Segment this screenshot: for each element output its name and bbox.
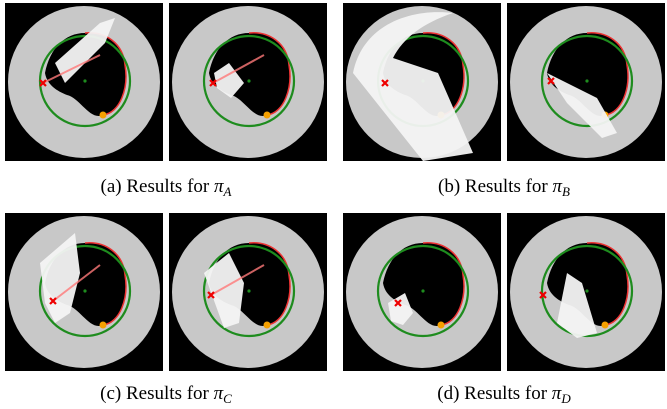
figure: (a) Results for πA(b) Results for πB(c) … [0,0,667,409]
caption-text: (c) Results for [100,383,213,404]
panel-base [169,3,327,161]
caption-subscript: D [560,391,571,406]
caption-subscript: B [562,184,570,199]
caption-symbol: π [553,176,563,197]
caption-text: (b) Results for [438,176,553,197]
caption-symbol: π [214,383,224,404]
caption-text: (d) Results for [437,383,552,404]
panel-base [5,213,163,371]
caption: (c) Results for πC [100,383,232,406]
image-panel [169,213,327,371]
caption: (a) Results for πA [101,176,232,199]
caption-symbol: π [552,383,562,404]
image-panel [343,3,501,161]
image-panel [169,3,327,161]
caption-subscript: A [223,184,232,199]
panel-base [169,213,327,371]
caption-symbol: π [214,176,224,197]
image-panel [5,3,163,161]
caption-subscript: C [223,391,232,406]
panel-base [507,3,665,161]
caption: (d) Results for πD [437,383,571,406]
panel-base [507,213,665,371]
panel-base [5,3,163,161]
panel-base [343,213,501,371]
image-panel [507,3,665,161]
caption-text: (a) Results for [101,176,214,197]
caption: (b) Results for πB [438,176,570,199]
image-panel [5,213,163,371]
image-panel [343,213,501,371]
image-panel [507,213,665,371]
